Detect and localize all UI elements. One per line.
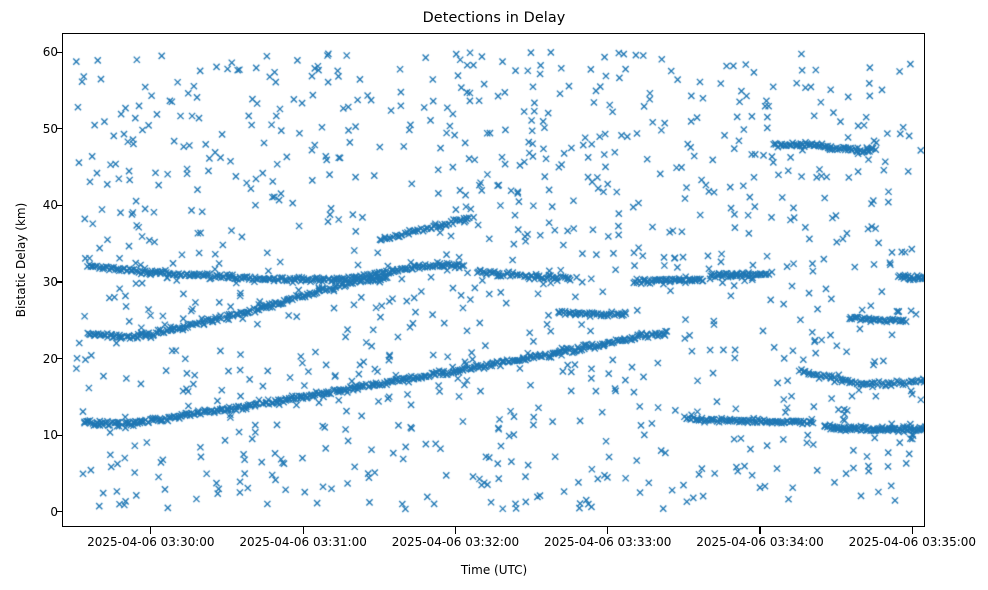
y-tick-mark (55, 511, 62, 513)
scatter-plot-canvas (63, 34, 924, 526)
y-tick-label: 40 (42, 198, 58, 213)
y-tick-label: 10 (42, 428, 58, 443)
x-tick-mark (150, 527, 152, 534)
y-tick-mark (55, 358, 62, 360)
y-axis-label: Bistatic Delay (km) (14, 202, 28, 318)
y-tick-label: 50 (42, 121, 58, 136)
x-tick-mark (911, 527, 913, 534)
x-tick-mark (302, 527, 304, 534)
y-tick-label: 20 (42, 351, 58, 366)
y-tick-mark (55, 128, 62, 130)
x-tick-label: 2025-04-06 03:35:00 (848, 535, 977, 549)
y-tick-label: 60 (42, 45, 58, 60)
x-tick-label: 2025-04-06 03:31:00 (239, 535, 367, 549)
x-tick-mark (759, 527, 761, 534)
x-tick-label: 2025-04-06 03:34:00 (696, 535, 824, 549)
x-tick-label: 2025-04-06 03:30:00 (87, 535, 215, 549)
y-tick-mark (55, 281, 62, 283)
x-tick-label: 2025-04-06 03:33:00 (543, 535, 672, 549)
y-tick-label: 0 (50, 504, 58, 519)
y-tick-mark (55, 204, 62, 206)
chart-title: Detections in Delay (422, 10, 566, 26)
y-tick-mark (55, 51, 62, 53)
plot-area (62, 33, 925, 527)
x-tick-mark (454, 527, 456, 534)
x-tick-mark (607, 527, 609, 534)
y-tick-mark (55, 434, 62, 436)
x-axis-label: Time (UTC) (460, 563, 528, 577)
x-tick-label: 2025-04-06 03:32:00 (391, 535, 520, 549)
y-tick-label: 30 (42, 274, 58, 289)
